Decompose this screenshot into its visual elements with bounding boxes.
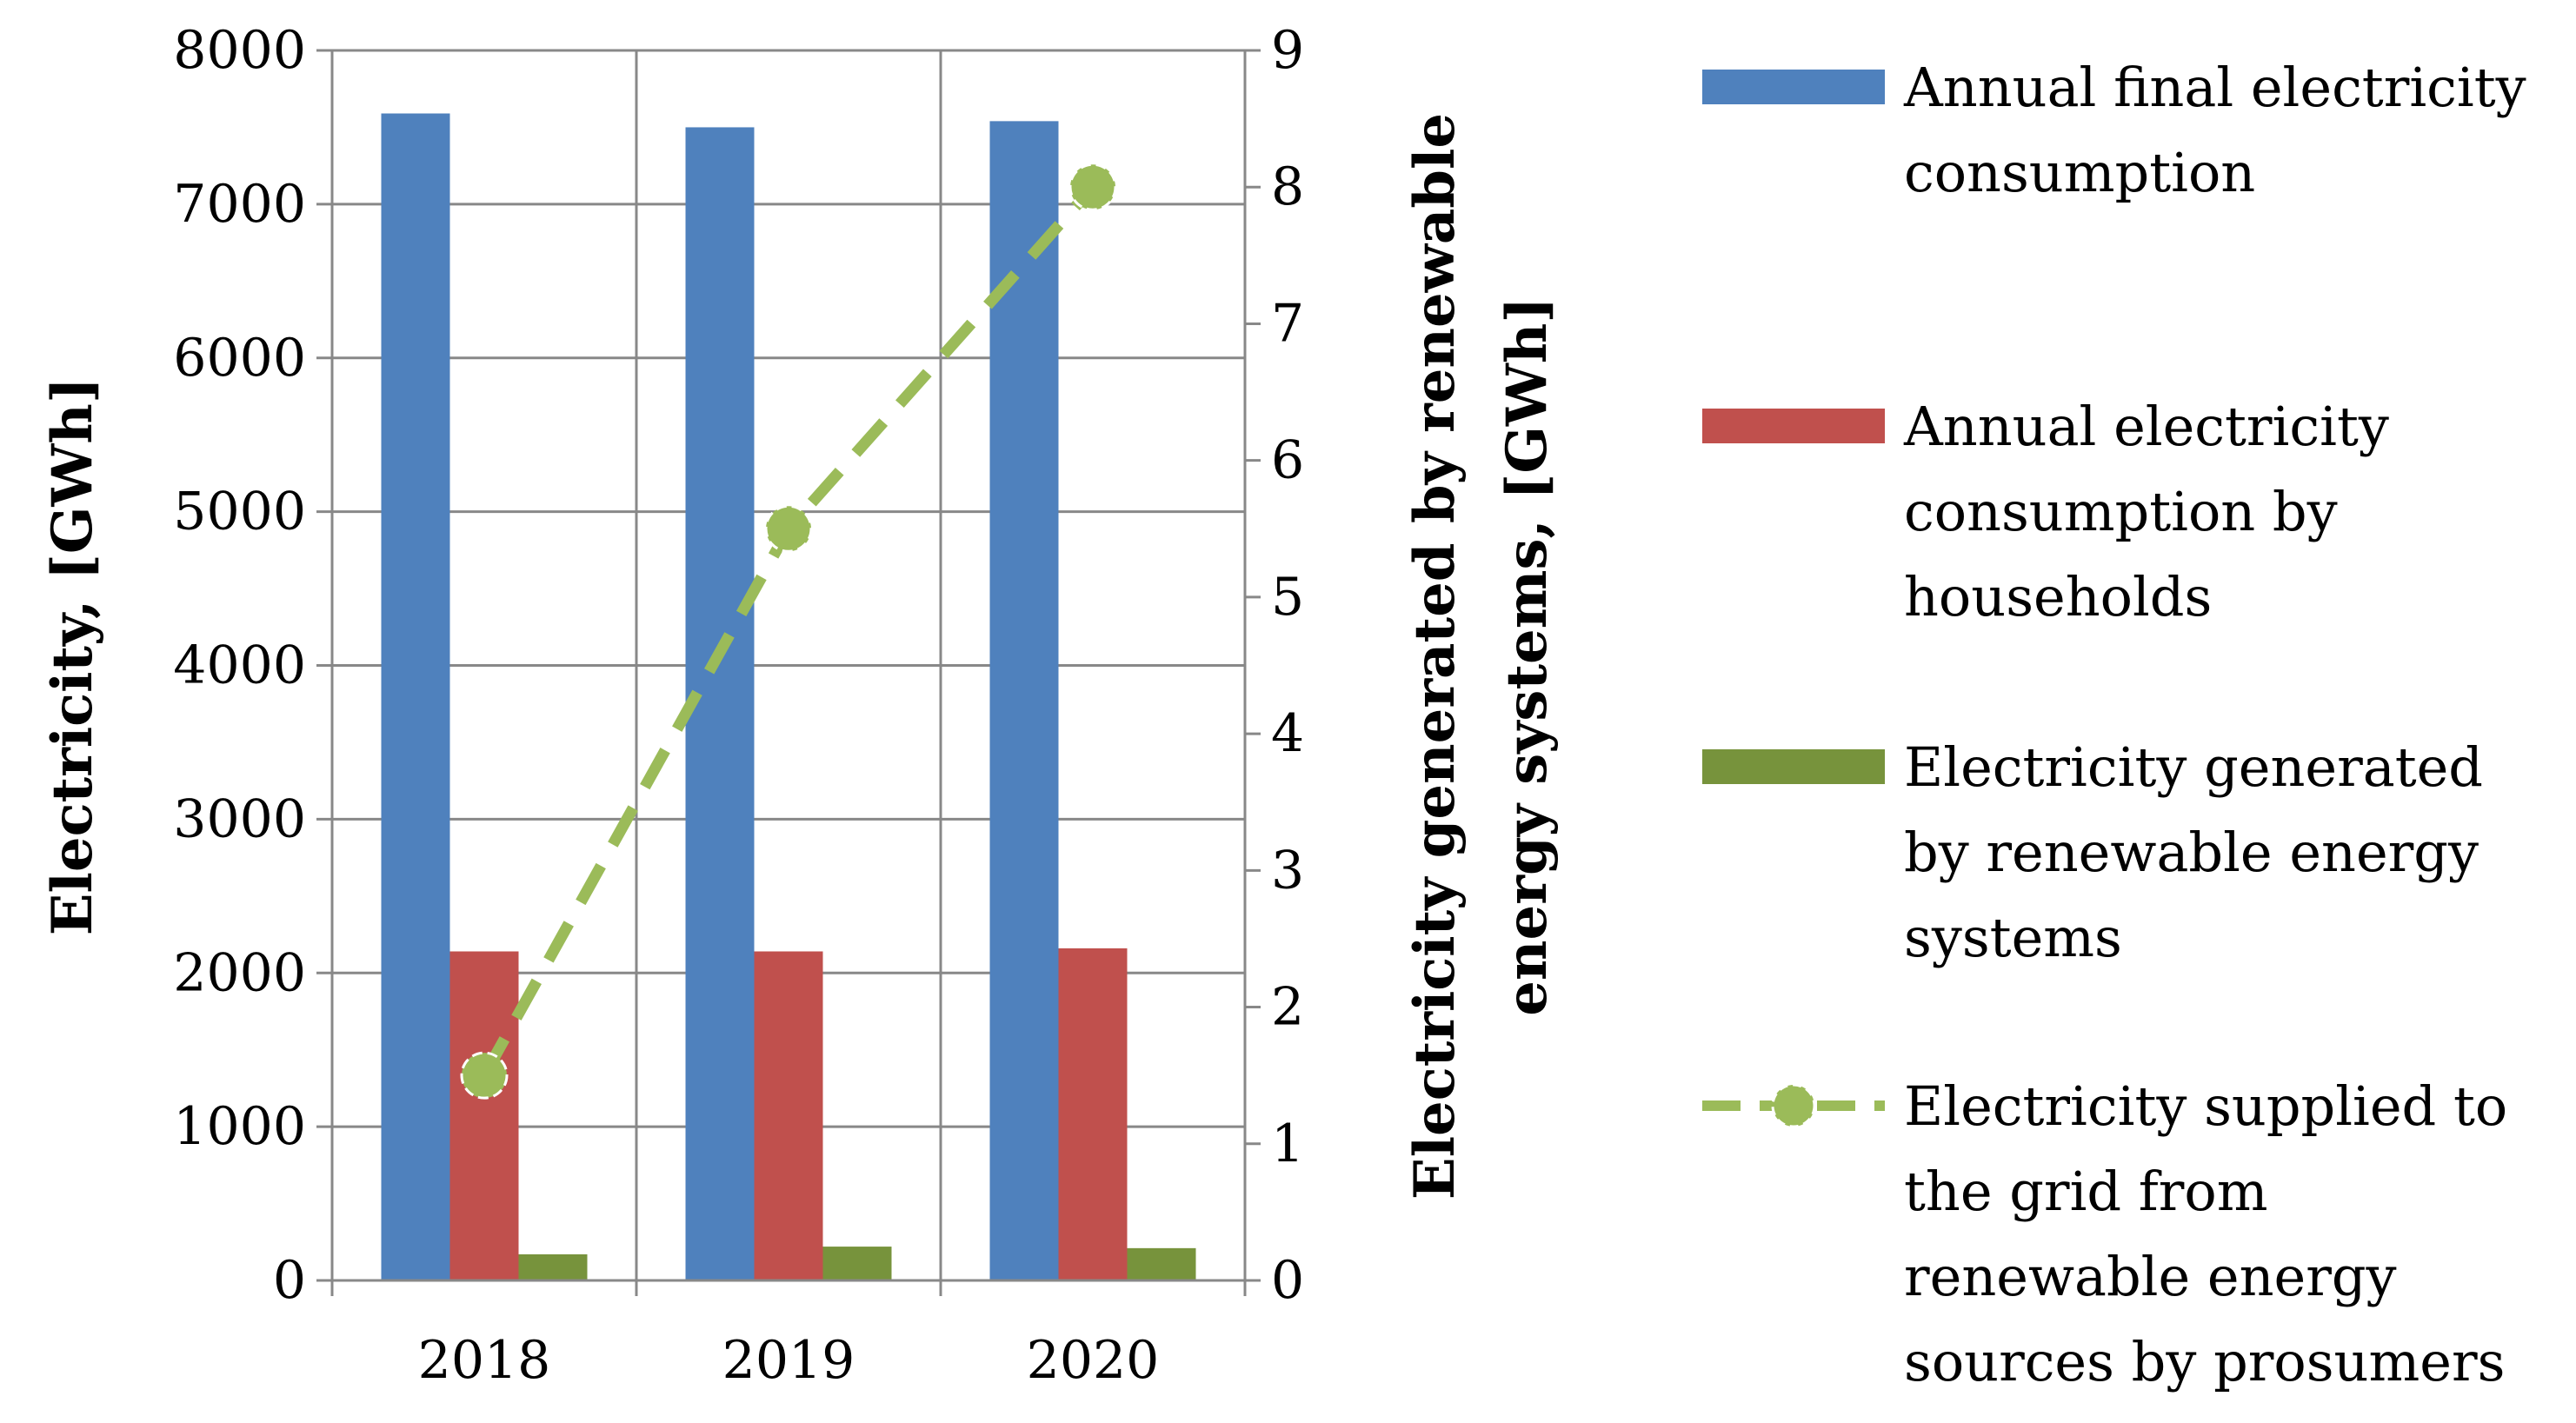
left-tick-label: 8000 <box>173 20 306 81</box>
bar <box>989 121 1059 1280</box>
legend-label: renewable energy <box>1904 1245 2397 1308</box>
category-label: 2018 <box>418 1330 551 1391</box>
tick-labels: 0 1000 2000 3000 4000 5000 6000 7000 8000 0 1 2 3 4 5 6… <box>173 20 1304 1391</box>
right-tick-label: 0 <box>1271 1250 1304 1311</box>
legend-label: Annual electricity <box>1903 395 2389 458</box>
legend-swatch <box>1702 70 1885 104</box>
legend-swatch <box>1702 749 1885 784</box>
legend-label: by renewable energy <box>1904 821 2479 884</box>
category-label: 2019 <box>722 1330 855 1391</box>
left-axis-title: Electricity, [GWh] <box>40 377 105 935</box>
legend-label: systems <box>1904 906 2122 969</box>
bar <box>518 1253 588 1280</box>
bar <box>754 951 823 1280</box>
category-label: 2020 <box>1027 1330 1160 1391</box>
bars <box>381 113 1196 1280</box>
right-tick-label: 2 <box>1271 977 1304 1038</box>
right-tick-label: 9 <box>1271 20 1304 81</box>
right-tick-label: 3 <box>1271 840 1304 901</box>
right-axis-title-line2: energy systems, [GWh] <box>1494 296 1560 1015</box>
legend-label: households <box>1904 565 2212 628</box>
left-tick-label: 2000 <box>173 942 306 1003</box>
left-tick-label: 3000 <box>173 788 306 849</box>
bar <box>381 113 450 1280</box>
legend-label: consumption <box>1904 141 2255 204</box>
legend-swatch <box>1702 409 1885 443</box>
line-point <box>460 1051 509 1100</box>
left-tick-label: 5000 <box>173 482 306 542</box>
right-axis-title-line1: Electricity generated by renewable <box>1402 113 1468 1200</box>
right-tick-label: 5 <box>1271 567 1304 628</box>
line-series <box>460 163 1117 1100</box>
right-tick-label: 7 <box>1271 293 1304 354</box>
left-tick-label: 1000 <box>173 1096 306 1157</box>
legend-label: sources by prosumers <box>1904 1330 2505 1393</box>
legend-marker <box>1771 1083 1816 1128</box>
left-tick-label: 4000 <box>173 635 306 696</box>
left-tick-label: 6000 <box>173 328 306 389</box>
axes <box>316 49 1261 1296</box>
bar <box>822 1247 892 1280</box>
bar <box>449 951 519 1280</box>
legend-label: the grid from <box>1904 1160 2268 1223</box>
legend-label: consumption by <box>1904 480 2338 543</box>
line-point <box>764 504 813 553</box>
right-tick-label: 6 <box>1271 430 1304 491</box>
line-point <box>1068 163 1117 211</box>
right-tick-label: 8 <box>1271 156 1304 217</box>
bar <box>1058 948 1128 1280</box>
legend-label: Annual final electricity <box>1903 56 2526 119</box>
legend-label: Electricity supplied to <box>1904 1074 2507 1138</box>
right-tick-label: 4 <box>1271 703 1304 764</box>
right-tick-label: 1 <box>1271 1114 1304 1174</box>
legend: Annual final electricity consumption Annua… <box>1702 56 2526 1393</box>
left-tick-label: 7000 <box>173 174 306 235</box>
legend-label: Electricity generated <box>1904 735 2483 799</box>
left-tick-label: 0 <box>273 1250 306 1311</box>
bar <box>1127 1247 1196 1280</box>
